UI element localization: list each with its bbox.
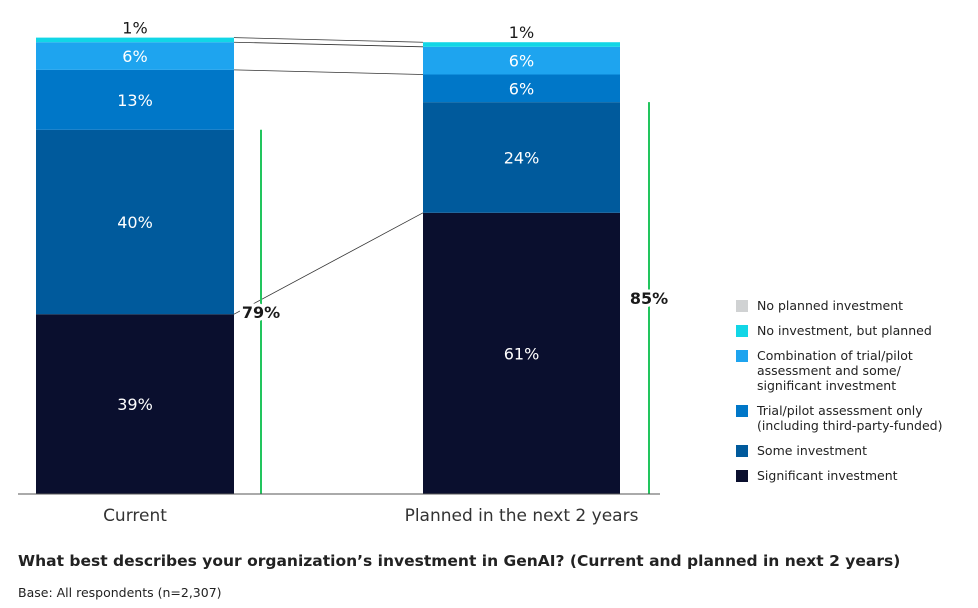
segment-label: 61% <box>504 344 540 363</box>
segment-label: 6% <box>509 52 534 71</box>
legend-item: Significant investment <box>736 468 966 483</box>
category-label: Current <box>103 506 167 526</box>
legend-item: No planned investment <box>736 298 966 313</box>
bar-segment <box>423 46 620 75</box>
bar-segment <box>423 212 620 495</box>
segment-label: 13% <box>117 91 153 110</box>
segment-label: 6% <box>122 47 147 66</box>
connector-line <box>233 69 424 75</box>
connector-line <box>233 41 424 48</box>
bar-segment <box>423 102 620 213</box>
bracket-label: 85% <box>630 289 668 308</box>
legend-item: Some investment <box>736 443 966 458</box>
bar-segment <box>36 129 234 315</box>
bar-segment <box>36 314 234 494</box>
connector-line <box>233 37 424 43</box>
stacked-bar-chart: 39% 40% 13% 6% 1% 61% 24% 6% 6% 1% 79% 85% Current Pl… <box>18 18 669 526</box>
legend-swatch <box>736 445 748 457</box>
legend-label: Trial/pilot assessment only (including t… <box>757 403 943 433</box>
segment-label: 39% <box>117 395 153 414</box>
bracket-label: 79% <box>242 303 280 322</box>
legend-swatch <box>736 405 748 417</box>
chart-question: What best describes your organization’s … <box>18 552 901 570</box>
connector-line <box>233 212 424 315</box>
segment-label: 24% <box>504 148 540 167</box>
bar-segment <box>423 42 620 47</box>
legend-label: Combination of trial/pilot assessment an… <box>757 348 913 393</box>
segment-label: 1% <box>509 23 534 42</box>
bar-segment <box>36 37 234 43</box>
legend-swatch <box>736 300 748 312</box>
legend-swatch <box>736 470 748 482</box>
segment-label: 1% <box>122 19 147 38</box>
base-note: Base: All respondents (n=2,307) <box>18 585 222 600</box>
legend-item: Trial/pilot assessment only (including t… <box>736 403 966 433</box>
legend-label: No investment, but planned <box>757 323 932 338</box>
bar-segment <box>423 74 620 103</box>
legend-label: Significant investment <box>757 468 898 483</box>
bar-segment <box>36 69 234 130</box>
legend-swatch <box>736 350 748 362</box>
segment-label: 40% <box>117 213 153 232</box>
bar-segment <box>36 42 234 70</box>
legend-label: No planned investment <box>757 298 904 313</box>
legend-item: Combination of trial/pilot assessment an… <box>736 348 966 393</box>
segment-label: 6% <box>509 79 534 98</box>
legend-swatch <box>736 325 748 337</box>
legend-label: Some investment <box>757 443 868 458</box>
category-label: Planned in the next 2 years <box>405 506 639 526</box>
legend-item: No investment, but planned <box>736 323 966 338</box>
legend: No planned investment No investment, but… <box>736 298 966 493</box>
